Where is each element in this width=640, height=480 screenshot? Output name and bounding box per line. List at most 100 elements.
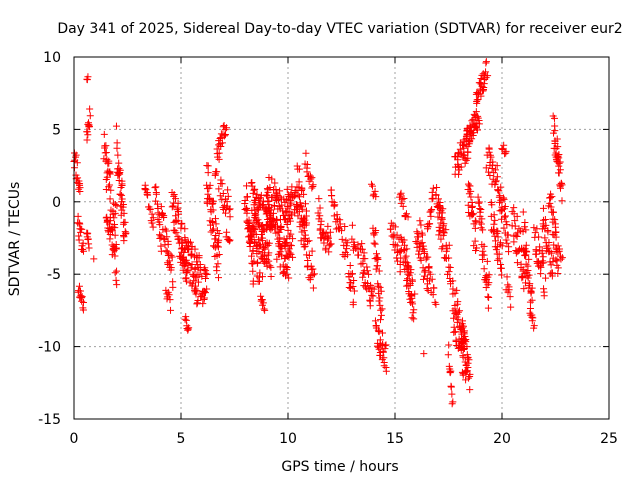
data-point bbox=[371, 187, 379, 195]
data-point bbox=[363, 267, 371, 275]
data-point bbox=[522, 251, 530, 259]
data-point bbox=[501, 202, 509, 210]
data-point bbox=[539, 259, 547, 267]
data-point bbox=[255, 273, 263, 281]
data-point bbox=[264, 251, 272, 259]
y-tick-label: 0 bbox=[52, 195, 61, 211]
data-point bbox=[309, 284, 317, 292]
data-point bbox=[243, 193, 251, 201]
x-tick-label: 20 bbox=[493, 431, 511, 447]
data-point bbox=[316, 204, 324, 212]
data-point bbox=[178, 237, 186, 245]
data-point bbox=[273, 255, 281, 263]
data-point bbox=[556, 166, 564, 174]
data-point bbox=[500, 224, 508, 232]
data-point bbox=[304, 238, 312, 246]
data-point bbox=[309, 271, 317, 279]
data-point bbox=[111, 231, 119, 239]
data-point bbox=[215, 185, 223, 193]
data-point bbox=[548, 193, 556, 201]
data-point bbox=[297, 214, 305, 222]
data-point bbox=[181, 225, 189, 233]
data-point bbox=[316, 225, 324, 233]
data-point bbox=[111, 224, 119, 232]
data-point bbox=[187, 264, 195, 272]
data-point bbox=[289, 235, 297, 243]
data-point bbox=[407, 299, 415, 307]
data-point bbox=[526, 304, 534, 312]
data-point bbox=[447, 383, 455, 391]
data-point bbox=[204, 190, 212, 198]
data-point bbox=[213, 242, 221, 250]
data-point bbox=[273, 191, 281, 199]
data-point bbox=[116, 169, 124, 177]
x-tick-label: 25 bbox=[600, 431, 618, 447]
data-point bbox=[472, 108, 480, 116]
data-point bbox=[300, 190, 308, 198]
data-point bbox=[500, 194, 508, 202]
data-point bbox=[408, 277, 416, 285]
data-point bbox=[347, 270, 355, 278]
data-point bbox=[527, 288, 535, 296]
data-point bbox=[303, 160, 311, 168]
data-point bbox=[254, 206, 262, 214]
data-point bbox=[491, 166, 499, 174]
data-point bbox=[222, 209, 230, 217]
data-point bbox=[157, 203, 165, 211]
data-point bbox=[393, 242, 401, 250]
data-point bbox=[253, 205, 261, 213]
data-point bbox=[122, 229, 130, 237]
data-point bbox=[474, 112, 482, 120]
data-point bbox=[324, 222, 332, 230]
data-point bbox=[308, 174, 316, 182]
data-point bbox=[494, 233, 502, 241]
data-point bbox=[209, 225, 217, 233]
data-point bbox=[249, 189, 257, 197]
data-point bbox=[432, 300, 440, 308]
data-point bbox=[502, 147, 510, 155]
data-point bbox=[215, 230, 223, 238]
data-point bbox=[156, 221, 164, 229]
data-point bbox=[331, 201, 339, 209]
data-point bbox=[403, 275, 411, 283]
data-point bbox=[549, 258, 557, 266]
data-point bbox=[120, 233, 128, 241]
data-point bbox=[183, 259, 191, 267]
data-point bbox=[214, 274, 222, 282]
data-point bbox=[247, 179, 255, 187]
data-point bbox=[439, 222, 447, 230]
data-point bbox=[454, 162, 462, 170]
data-point bbox=[199, 300, 207, 308]
data-point bbox=[556, 158, 564, 166]
data-point bbox=[388, 232, 396, 240]
data-point bbox=[480, 84, 488, 92]
data-point bbox=[105, 168, 113, 176]
data-point bbox=[215, 236, 223, 244]
data-point bbox=[547, 203, 555, 211]
data-point bbox=[539, 253, 547, 261]
data-point bbox=[359, 273, 367, 281]
data-point bbox=[471, 237, 479, 245]
data-point bbox=[342, 242, 350, 250]
data-point bbox=[485, 148, 493, 156]
data-point bbox=[549, 208, 557, 216]
data-point bbox=[121, 218, 129, 226]
data-point bbox=[146, 205, 154, 213]
data-point bbox=[110, 214, 118, 222]
plot-frame bbox=[73, 56, 610, 420]
data-point bbox=[558, 254, 566, 262]
data-point bbox=[552, 228, 560, 236]
data-point bbox=[484, 168, 492, 176]
data-point bbox=[149, 223, 157, 231]
data-point bbox=[283, 264, 291, 272]
data-point bbox=[320, 239, 328, 247]
data-point bbox=[369, 292, 377, 300]
data-point bbox=[416, 217, 424, 225]
data-point bbox=[409, 300, 417, 308]
data-point bbox=[178, 219, 186, 227]
data-point bbox=[429, 184, 437, 192]
data-point bbox=[277, 223, 285, 231]
data-point bbox=[270, 201, 278, 209]
data-point bbox=[545, 238, 553, 246]
data-point bbox=[315, 195, 323, 203]
